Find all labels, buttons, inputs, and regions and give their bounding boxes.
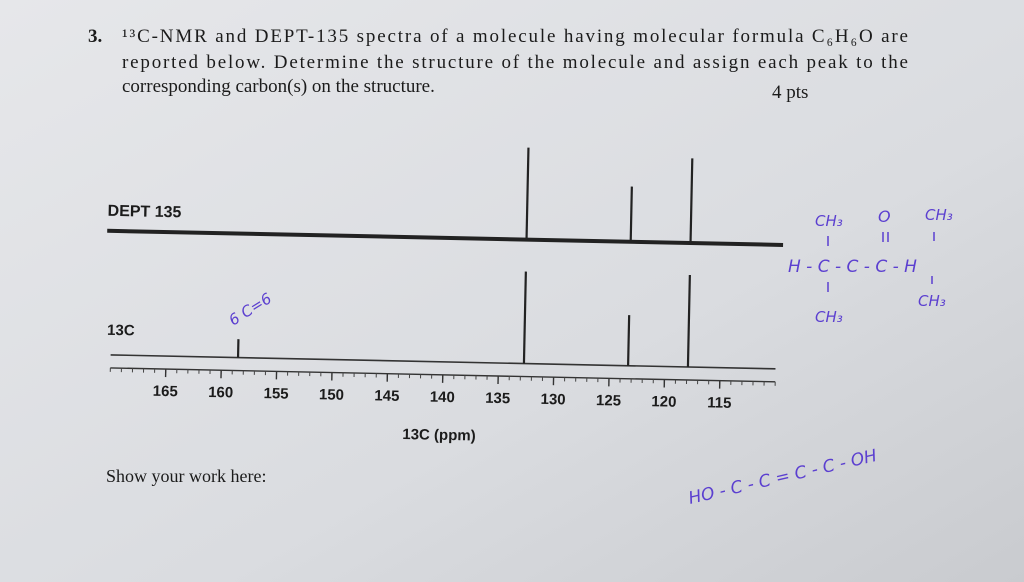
tick-label: 150: [319, 386, 344, 404]
peak: [522, 271, 527, 364]
question-line: ¹³C-NMR and DEPT-135 spectra of a molecu…: [122, 26, 908, 47]
axis-title: 13C (ppm): [402, 426, 476, 445]
tick-label: 120: [651, 393, 676, 411]
tick-label: 140: [430, 389, 455, 407]
tick-label: 115: [707, 394, 732, 412]
handwritten-text: CH₃: [815, 308, 843, 326]
c13-label: 13C: [107, 322, 135, 340]
handwritten-text: CH₃: [918, 292, 946, 310]
tick-label: 165: [153, 383, 178, 401]
spectra: DEPT 135 13C 13C (ppm) 165 160 155 150 145 14…: [107, 147, 784, 445]
peak: [686, 274, 691, 368]
peak: [689, 158, 694, 244]
peak: [629, 186, 633, 242]
c13-baseline: [110, 354, 776, 370]
tick-label: 145: [374, 387, 399, 405]
handwritten-text: CH₃: [925, 206, 953, 224]
question-line: corresponding carbon(s) on the structure…: [122, 76, 435, 97]
dept-label: DEPT 135: [107, 203, 181, 222]
peak: [626, 315, 631, 366]
handwritten-text: H - C - C - C - H: [788, 257, 917, 277]
question-line: reported below. Determine the structure …: [122, 52, 908, 73]
tick-label: 125: [596, 392, 621, 410]
dept-baseline: [107, 228, 784, 247]
tick-label: 135: [485, 390, 510, 408]
work-prompt: Show your work here:: [106, 466, 266, 486]
tick-label: 160: [208, 384, 233, 402]
handwritten-text: O: [878, 207, 891, 226]
points: 4 pts: [772, 82, 808, 103]
peak: [525, 147, 530, 240]
handwritten-text: CH₃: [815, 212, 843, 230]
tick-label: 155: [263, 385, 288, 403]
tick-label: 130: [540, 391, 565, 409]
question-number: 3.: [88, 26, 102, 47]
